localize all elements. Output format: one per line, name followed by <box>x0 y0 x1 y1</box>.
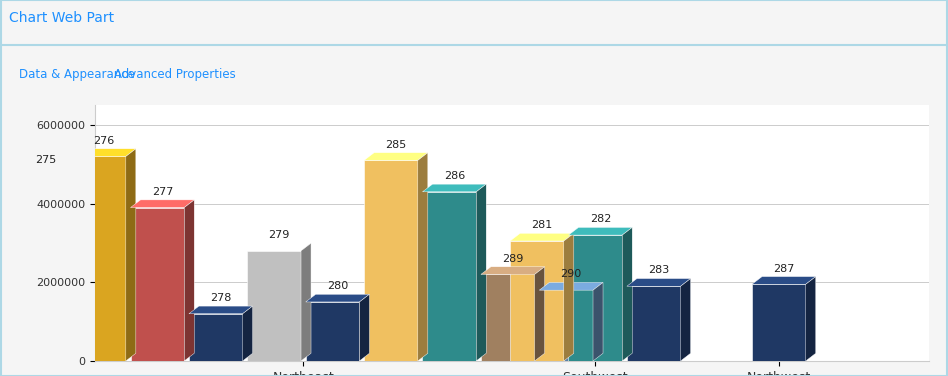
Polygon shape <box>67 168 78 361</box>
Polygon shape <box>126 149 136 361</box>
Polygon shape <box>418 153 428 361</box>
Polygon shape <box>72 149 136 156</box>
Polygon shape <box>681 279 690 361</box>
Polygon shape <box>535 267 544 361</box>
Bar <box>539 290 593 361</box>
Text: 289: 289 <box>502 254 523 264</box>
Polygon shape <box>247 243 311 251</box>
Polygon shape <box>131 200 194 208</box>
Bar <box>247 251 301 361</box>
Polygon shape <box>593 282 603 361</box>
Text: 281: 281 <box>531 220 553 230</box>
Bar <box>72 156 126 361</box>
Bar <box>364 160 418 361</box>
Bar <box>752 284 806 361</box>
Text: 283: 283 <box>648 265 669 276</box>
Bar <box>569 235 622 361</box>
Bar <box>131 208 184 361</box>
Polygon shape <box>301 243 311 361</box>
Text: 282: 282 <box>590 214 611 224</box>
Polygon shape <box>481 267 544 274</box>
Text: 277: 277 <box>152 187 173 197</box>
Polygon shape <box>364 153 428 160</box>
Polygon shape <box>564 233 574 361</box>
Text: 278: 278 <box>210 293 231 303</box>
Text: 279: 279 <box>268 230 290 240</box>
Polygon shape <box>359 294 370 361</box>
Text: 276: 276 <box>93 136 115 146</box>
Text: 285: 285 <box>385 139 407 150</box>
Polygon shape <box>189 306 252 314</box>
Polygon shape <box>510 233 574 241</box>
Polygon shape <box>627 279 690 286</box>
Text: 290: 290 <box>560 270 582 279</box>
Polygon shape <box>752 277 815 284</box>
Polygon shape <box>184 200 194 361</box>
Bar <box>627 286 681 361</box>
Bar <box>13 176 67 361</box>
Text: Advanced Properties: Advanced Properties <box>114 68 235 80</box>
Text: Data & Appearance: Data & Appearance <box>19 68 135 80</box>
Polygon shape <box>305 294 370 302</box>
Polygon shape <box>423 184 486 192</box>
Text: 287: 287 <box>774 264 794 273</box>
Text: 275: 275 <box>35 155 56 165</box>
Bar <box>305 302 359 361</box>
Text: 280: 280 <box>327 281 348 291</box>
Bar <box>189 314 243 361</box>
Polygon shape <box>243 306 252 361</box>
Polygon shape <box>539 282 603 290</box>
Bar <box>510 241 564 361</box>
Polygon shape <box>806 277 815 361</box>
Text: Chart Web Part: Chart Web Part <box>9 11 115 25</box>
Text: 286: 286 <box>444 171 465 181</box>
Bar <box>423 192 476 361</box>
Polygon shape <box>622 227 632 361</box>
Polygon shape <box>569 227 632 235</box>
Polygon shape <box>476 184 486 361</box>
Polygon shape <box>13 168 78 176</box>
Bar <box>481 274 535 361</box>
